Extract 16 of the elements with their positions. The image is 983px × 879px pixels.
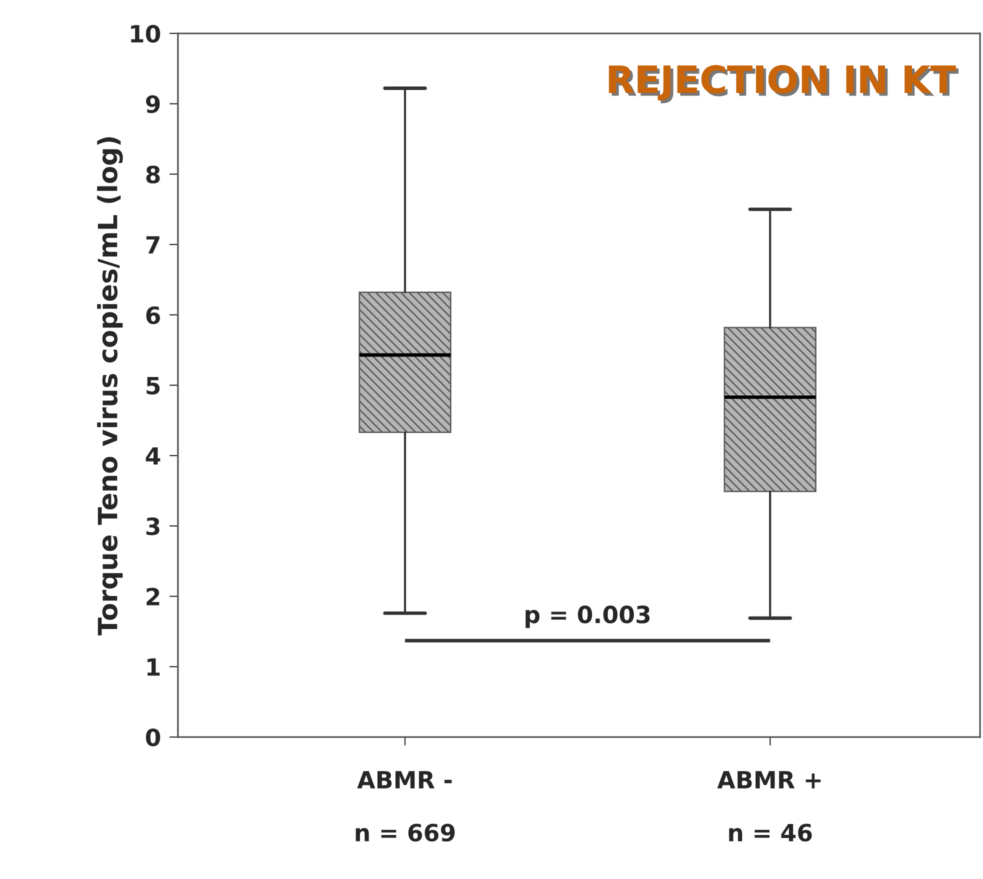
annotation: p = 0.003	[526, 606, 650, 628]
y-tick-label: 1	[147, 658, 160, 676]
y-tick-label: 7	[146, 236, 160, 254]
y-tick-label: 2	[146, 588, 160, 606]
y-tick-label: 0	[146, 728, 160, 746]
y-tick-label: 10	[131, 24, 160, 43]
category-label: ABMR + n = 46	[717, 771, 821, 842]
y-tick-label: 4	[146, 447, 160, 465]
y-tick-label: 9	[146, 95, 160, 114]
y-tick-label: 8	[146, 166, 160, 184]
y-tick-label: 5	[146, 376, 160, 395]
text: REJECTION IN KT	[608, 65, 959, 104]
y-tick-label: 6	[146, 306, 160, 324]
y-axis-title: Torque Teno virus copies/mL (log)	[97, 137, 123, 636]
y-tick-label: 3	[146, 517, 160, 536]
category-label: ABMR - n = 669	[356, 771, 455, 842]
